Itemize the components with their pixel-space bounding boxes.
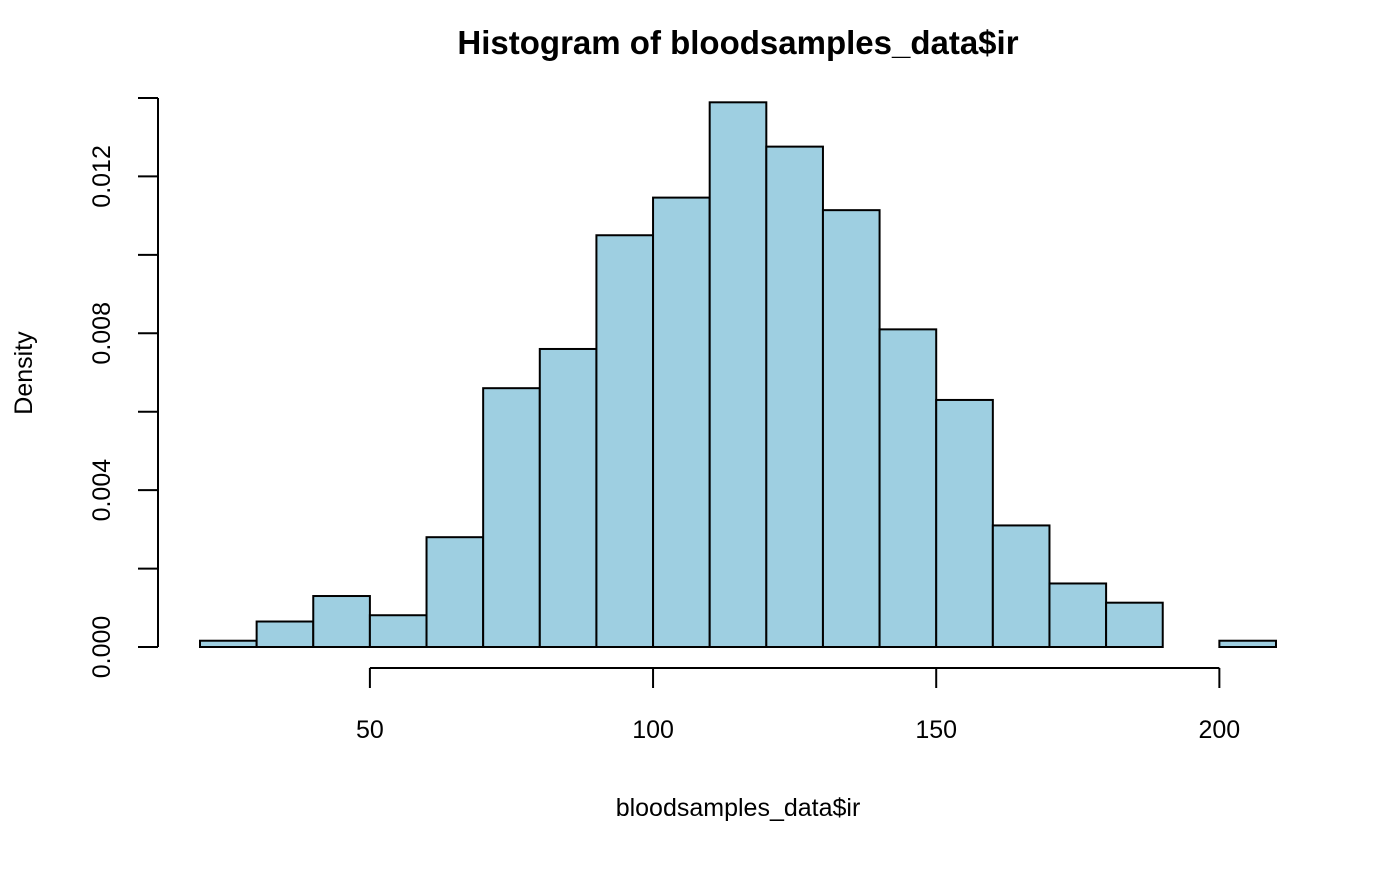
histogram-bar-1 [255, 620, 315, 649]
histogram-bar-13 [935, 398, 994, 649]
chart-title: Histogram of bloodsamples_data$ir [457, 24, 1018, 61]
x-axis-label: bloodsamples_data$ir [616, 794, 861, 822]
y-tick-label: 0.008 [88, 302, 116, 365]
x-tick-label: 150 [915, 716, 957, 744]
y-axis: 0.000 0.004 0.008 0.012 [88, 97, 159, 679]
histogram-bar-15 [1048, 582, 1108, 648]
bars-group [199, 101, 1277, 649]
histogram-bar-5 [482, 387, 541, 648]
histogram-bar-6 [538, 347, 598, 648]
x-tick-label: 50 [356, 716, 384, 744]
histogram-bar-18 [1218, 639, 1277, 648]
y-axis-label: Density [10, 331, 38, 415]
histogram-bar-14 [991, 524, 1051, 649]
histogram-bar-10 [765, 145, 824, 649]
histogram-bar-9 [708, 101, 768, 648]
histogram-bar-3 [368, 614, 428, 649]
y-tick-label: 0.000 [88, 616, 116, 679]
histogram-bar-12 [878, 328, 938, 648]
histogram-bar-16 [1105, 601, 1164, 649]
histogram-bar-0 [199, 639, 258, 648]
y-tick-label: 0.004 [88, 459, 116, 522]
histogram-bar-2 [312, 595, 371, 648]
x-tick-label: 200 [1199, 716, 1241, 744]
x-tick-label: 100 [632, 716, 674, 744]
histogram-bar-4 [425, 536, 485, 649]
histogram-bar-8 [652, 196, 711, 648]
x-axis: 50 100 150 200 [356, 667, 1241, 744]
y-tick-label: 0.012 [88, 145, 116, 208]
histogram-bar-11 [821, 209, 881, 648]
histogram-bar-7 [595, 234, 655, 648]
